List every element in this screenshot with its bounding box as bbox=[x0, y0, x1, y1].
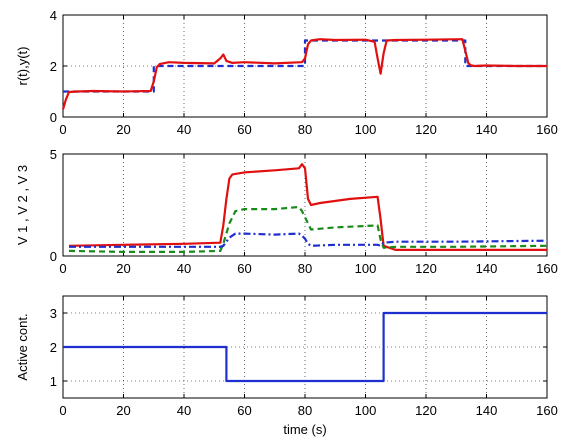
y-tick-label: 2 bbox=[50, 340, 57, 355]
x-tick-label: 140 bbox=[476, 261, 498, 276]
y-axis-label: V 1 , V 2 , V 3 bbox=[15, 165, 30, 245]
series-line-V2 bbox=[68, 205, 548, 253]
x-tick-label: 60 bbox=[237, 403, 251, 418]
y-tick-label: 2 bbox=[50, 59, 57, 74]
y-tick-label: 0 bbox=[50, 110, 57, 125]
x-tick-label: 120 bbox=[415, 122, 437, 137]
x-tick-label: 160 bbox=[536, 403, 558, 418]
series-line-V1 bbox=[68, 163, 547, 251]
x-tick-label: 60 bbox=[237, 261, 251, 276]
x-tick-label: 40 bbox=[177, 122, 191, 137]
y-axis-label: r(t),y(t) bbox=[15, 47, 30, 86]
x-tick-label: 0 bbox=[59, 122, 66, 137]
y-axis-label: Active cont. bbox=[15, 313, 30, 380]
x-tick-label: 20 bbox=[116, 122, 130, 137]
y-tick-label: 3 bbox=[50, 306, 57, 321]
x-tick-label: 140 bbox=[476, 122, 498, 137]
x-tick-label: 160 bbox=[536, 261, 558, 276]
panel-reference-output: 0 20 40 60 80 100 120 140 160 0 2 4 r(t),y(t) bbox=[15, 8, 558, 137]
y-tick-label: 4 bbox=[50, 8, 57, 23]
x-tick-label: 100 bbox=[355, 403, 377, 418]
x-tick-label: 0 bbox=[59, 403, 66, 418]
y-tick-label: 0 bbox=[50, 249, 57, 264]
x-axis-label: time (s) bbox=[283, 422, 326, 437]
y-tick-label: 5 bbox=[50, 147, 57, 162]
x-tick-label: 40 bbox=[177, 403, 191, 418]
x-tick-label: 0 bbox=[59, 261, 66, 276]
x-tick-label: 20 bbox=[116, 403, 130, 418]
x-tick-label: 80 bbox=[298, 403, 312, 418]
x-tick-label: 60 bbox=[237, 122, 251, 137]
series-line-V3 bbox=[69, 232, 548, 248]
y-tick-label: 1 bbox=[50, 374, 57, 389]
x-tick-label: 100 bbox=[355, 122, 377, 137]
series-line-output bbox=[61, 38, 547, 110]
x-tick-label: 120 bbox=[415, 403, 437, 418]
panel-voltages: 0 20 40 60 80 100 120 140 160 0 5 V 1 , V 2 , V 3 bbox=[15, 147, 558, 276]
x-tick-label: 80 bbox=[298, 261, 312, 276]
x-tick-label: 160 bbox=[536, 122, 558, 137]
series-line-active-controller bbox=[63, 311, 547, 383]
x-tick-label: 120 bbox=[415, 261, 437, 276]
x-tick-label: 140 bbox=[476, 403, 498, 418]
x-tick-label: 100 bbox=[355, 261, 377, 276]
x-tick-label: 20 bbox=[116, 261, 130, 276]
panel-active-controller: 0 20 40 60 80 100 120 140 160 1 2 3 Active cont. time… bbox=[15, 295, 558, 437]
x-tick-label: 80 bbox=[298, 122, 312, 137]
x-tick-label: 40 bbox=[177, 261, 191, 276]
